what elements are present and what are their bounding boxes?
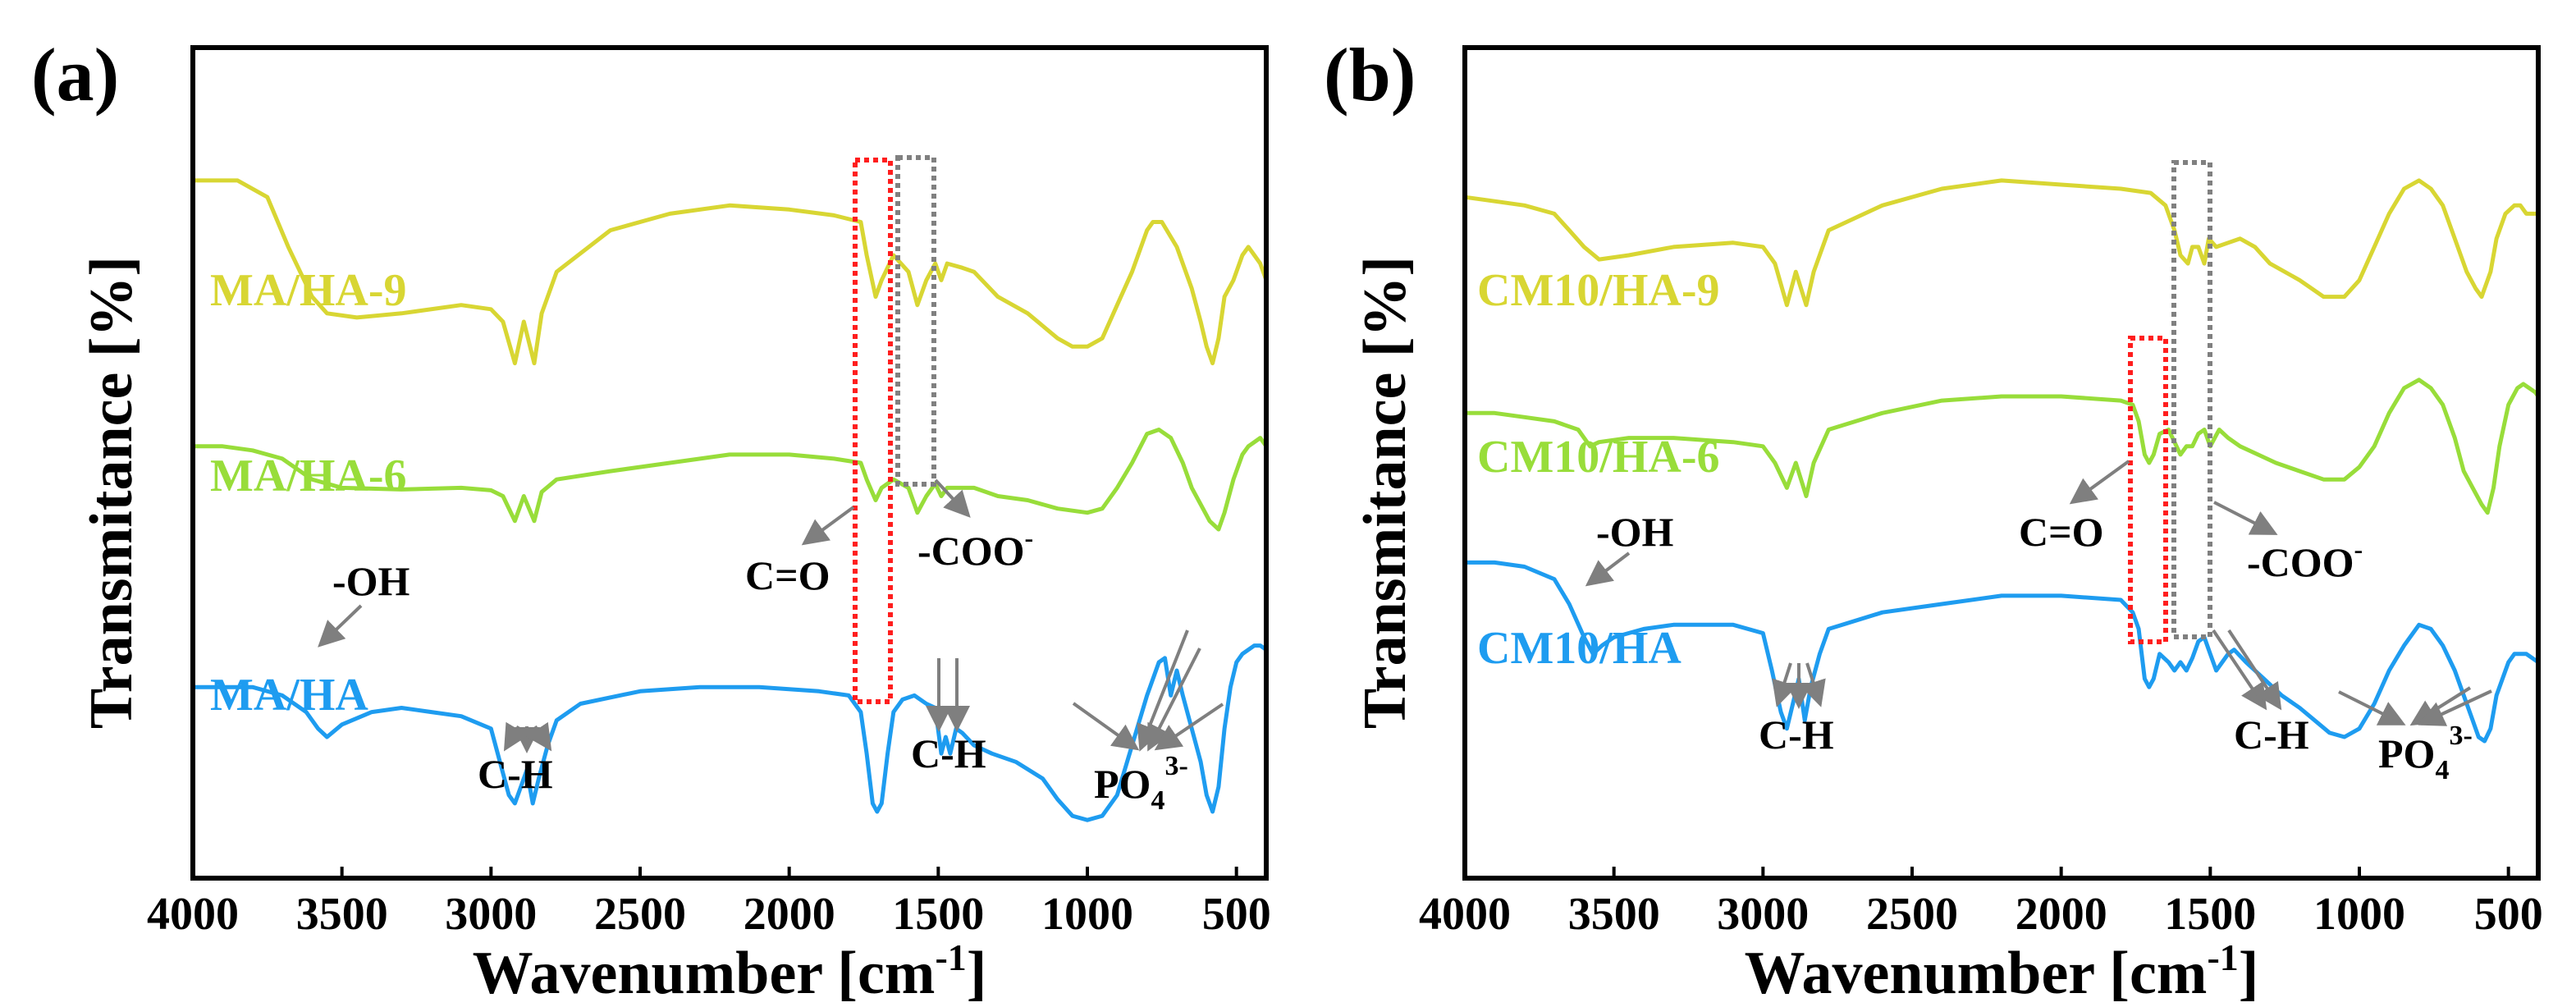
arrow [318,604,363,648]
x-tick-labels-b: 4000 3500 3000 2500 2000 1500 1000 500 [1419,889,2543,940]
arrow [1072,702,1140,751]
arrow [2069,460,2130,505]
annotation-ch-2: C-H [2234,712,2309,758]
x-tick-label: 1500 [892,889,984,940]
series-line-cm10-ha-6 [1465,378,2541,515]
series-label-ma-ha-6: MA/HA-6 [210,451,407,501]
arrow [1154,703,1224,751]
annotation-coo: -COO- [917,523,1033,574]
annotation-ch: C-H [478,751,553,797]
panel-b-series [1464,178,2541,744]
annotations-b: -OH C-H C=O -COO- C-H PO43- [1585,460,2492,785]
arrow [2418,689,2492,726]
x-tick-label: 2000 [744,889,835,940]
x-axis-label-a: Wavenumber [cm-1] [473,936,987,1007]
series-label-ma-ha-9: MA/HA-9 [210,265,407,316]
arrow [801,506,855,546]
annotation-ch: C-H [1759,712,1834,758]
highlight-box-c-o-a [853,158,893,704]
series-line-ma-ha-6 [193,428,1269,532]
series-line-cm10-ha-9 [1464,178,2538,308]
series-label-cm10-ha-9: CM10/HA-9 [1477,265,1720,316]
arrow [1772,662,1797,707]
x-tick-label: 2500 [594,889,686,940]
annotation-coo: -COO- [2247,534,2363,585]
x-tick-label: 4000 [147,889,239,940]
y-axis-label-a: Transmitance [%] [78,256,145,729]
x-tick-label: 1000 [1041,889,1133,940]
series-label-ma-ha: MA/HA [210,670,368,721]
x-tick-labels-a: 4000 3500 3000 2500 2000 1500 1000 500 [147,889,1271,940]
annotation-ch-2: C-H [911,730,986,776]
annotation-c-o: C=O [2019,509,2104,555]
arrow [1585,552,1631,587]
arrow [2212,629,2267,711]
panel-b-label: (b) [1324,33,1416,117]
x-tick-label: 4000 [1419,889,1511,940]
annotation-oh: -OH [332,558,410,604]
highlight-box-coo-b [2171,160,2212,639]
annotations-a: -OH C-H C=O -COO- C-H PO43- [318,478,1224,816]
x-ticks-a [191,867,1238,878]
highlight-box-c-o-b [2128,336,2168,644]
x-axis-label-b: Wavenumber [cm-1] [1745,936,2259,1007]
series-line-ma-ha [193,643,1268,822]
series-label-cm10-ha: CM10/HA [1477,623,1681,674]
annotation-po4: PO43- [1094,751,1188,816]
x-tick-label: 1000 [2313,889,2405,940]
x-ticks-b [1463,867,2510,878]
series-label-cm10-ha-6: CM10/HA-6 [1477,432,1720,483]
arrow [503,721,529,752]
series-line-ma-ha-9 [193,178,1269,366]
arrow [526,721,552,752]
y-axis-label-b: Transmitance [%] [1352,256,1419,729]
arrow [2213,501,2278,535]
series-line-cm10-ha [1465,560,2540,744]
x-tick-label: 3500 [1568,889,1660,940]
plot-frame-a [190,45,1269,881]
panel-a: (a) 4000 3500 3000 2500 2000 1500 1000 5… [31,33,1271,1007]
arrow [1800,662,1826,707]
annotation-po4: PO43- [2378,721,2473,785]
x-tick-label: 3000 [445,889,537,940]
annotation-c-o: C=O [745,552,830,598]
plot-frame-b [1462,45,2541,881]
highlight-box-coo-a [895,155,936,487]
panel-b: (b) 4000 3500 3000 2500 2000 1500 1000 5… [1324,33,2543,1007]
arrow [934,478,971,518]
x-tick-label: 2500 [1866,889,1958,940]
x-tick-label: 3000 [1717,889,1809,940]
arrow [2227,629,2282,711]
x-tick-label: 500 [1202,889,1271,940]
arrow [2338,690,2406,725]
x-tick-label: 500 [2474,889,2543,940]
panel-a-series [193,178,1269,822]
x-tick-label: 1500 [2164,889,2256,940]
x-tick-label: 2000 [2016,889,2107,940]
panel-a-label: (a) [31,33,119,117]
annotation-oh: -OH [1596,509,1674,555]
x-tick-label: 3500 [296,889,388,940]
